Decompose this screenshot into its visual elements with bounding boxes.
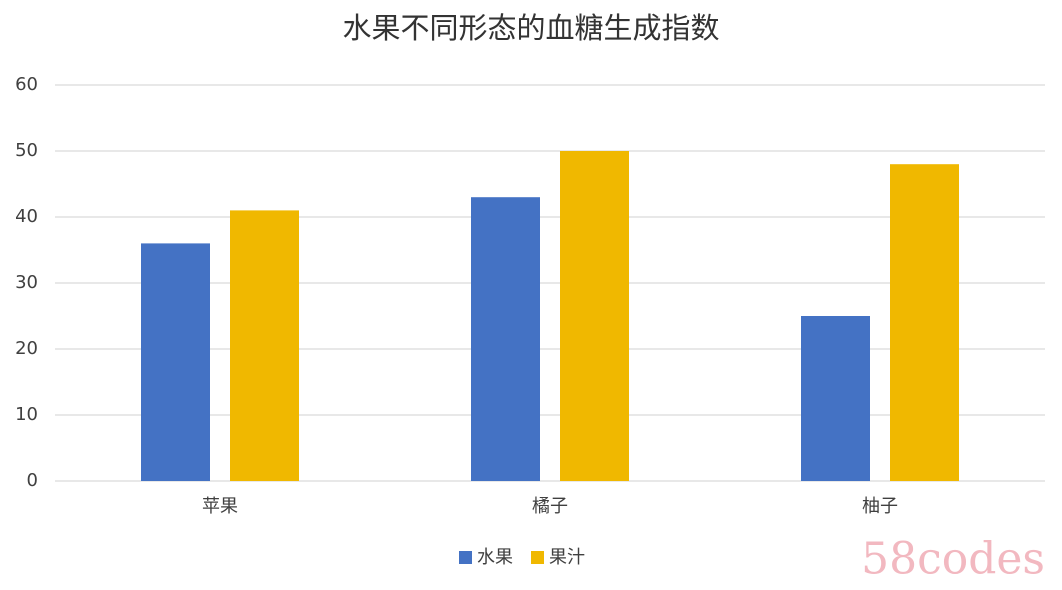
y-tick-label: 30 bbox=[15, 272, 38, 293]
chart-title: 水果不同形态的血糖生成指数 bbox=[342, 11, 719, 45]
bar bbox=[471, 197, 540, 481]
legend-swatch bbox=[459, 551, 472, 564]
bar bbox=[801, 316, 870, 481]
bar bbox=[141, 243, 210, 481]
y-tick-label: 60 bbox=[15, 74, 38, 95]
legend-label: 果汁 bbox=[549, 547, 585, 568]
y-tick-label: 0 bbox=[27, 470, 38, 491]
legend-swatch bbox=[531, 551, 544, 564]
watermark: 58codes bbox=[861, 534, 1045, 585]
bar bbox=[560, 151, 629, 481]
y-tick-label: 40 bbox=[15, 206, 38, 227]
bar bbox=[230, 210, 299, 481]
x-tick-label: 苹果 bbox=[202, 496, 238, 517]
y-tick-label: 50 bbox=[15, 140, 38, 161]
legend-label: 水果 bbox=[477, 547, 513, 568]
x-tick-label: 柚子 bbox=[862, 496, 898, 517]
y-tick-label: 20 bbox=[15, 338, 38, 359]
y-tick-label: 10 bbox=[15, 404, 38, 425]
x-tick-label: 橘子 bbox=[532, 496, 568, 517]
bar bbox=[890, 164, 959, 481]
